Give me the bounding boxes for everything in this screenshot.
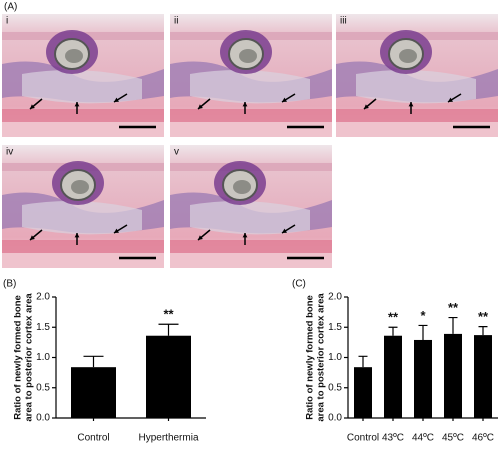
significance-marker: ** xyxy=(448,300,459,315)
panel-label: (A) xyxy=(4,2,17,13)
arrow-head xyxy=(114,97,119,102)
panel-numeral: iv xyxy=(6,147,13,158)
y-tick-label: 0.0 xyxy=(36,413,50,424)
error-bar xyxy=(358,355,368,368)
arrow-head xyxy=(114,228,119,233)
error-bar xyxy=(478,326,488,336)
arrow-head xyxy=(74,233,80,238)
muscle xyxy=(170,253,332,268)
micrograph: ii xyxy=(170,14,332,137)
y-tick-label: 0.5 xyxy=(36,382,50,393)
y-tick-label: 1.0 xyxy=(36,352,50,363)
arrow-head xyxy=(242,102,248,107)
cortex xyxy=(2,109,164,122)
panel-numeral: iii xyxy=(340,16,347,27)
new-bone xyxy=(190,70,310,104)
new-bone xyxy=(190,201,310,235)
micrograph: i xyxy=(2,14,164,137)
y-tick-label: 1.5 xyxy=(328,322,342,333)
new-bone xyxy=(22,70,142,104)
error-bar xyxy=(158,323,179,336)
arrow-head xyxy=(364,104,369,109)
cortex xyxy=(2,240,164,253)
arrow-head xyxy=(282,97,287,102)
significance-marker: ** xyxy=(163,307,174,322)
panel-numeral: v xyxy=(174,147,179,158)
implant-core xyxy=(71,180,89,194)
new-bone xyxy=(356,70,476,104)
x-tick-label: Control xyxy=(347,433,379,444)
muscle xyxy=(170,122,332,137)
y-axis-label: area to posterior cortex area xyxy=(24,293,35,422)
y-tick-label: 0.0 xyxy=(328,413,342,424)
muscle xyxy=(2,122,164,137)
x-tick-label: 46ºC xyxy=(472,433,494,444)
y-axis-label: Ratio of newly formed bone xyxy=(13,295,24,420)
y-tick-label: 2.0 xyxy=(328,292,342,303)
panel-numeral: i xyxy=(6,16,8,27)
significance-marker: ** xyxy=(478,309,489,324)
implant-core xyxy=(65,49,83,63)
cortex xyxy=(336,109,498,122)
implant-core xyxy=(233,180,251,194)
bar xyxy=(354,367,372,418)
y-axis-label: Ratio of newly formed bone xyxy=(305,295,316,420)
panel-numeral: ii xyxy=(174,16,178,27)
arrow-head xyxy=(408,102,414,107)
error-bar xyxy=(418,324,428,340)
bar xyxy=(146,335,191,418)
bar xyxy=(384,335,402,418)
muscle xyxy=(2,253,164,268)
y-tick-label: 0.5 xyxy=(328,382,342,393)
bar xyxy=(414,339,432,418)
x-tick-label: 43ºC xyxy=(382,433,404,444)
arrow-head xyxy=(30,235,35,240)
panel-label: (C) xyxy=(292,279,306,290)
micrograph: iii xyxy=(336,14,498,137)
cortex xyxy=(170,240,332,253)
error-bar xyxy=(388,326,398,336)
arrow-head xyxy=(242,233,248,238)
error-bar xyxy=(83,355,104,368)
x-tick-label: 44ºC xyxy=(412,433,434,444)
cortex xyxy=(170,109,332,122)
y-axis-label: area to posterior cortex area xyxy=(316,293,327,422)
arrow-head xyxy=(448,97,453,102)
bar xyxy=(474,335,492,418)
micrograph: v xyxy=(170,145,332,268)
significance-marker: * xyxy=(420,308,426,323)
arrow-head xyxy=(74,102,80,107)
y-tick-label: 2.0 xyxy=(36,292,50,303)
significance-marker: ** xyxy=(388,310,399,325)
error-bar xyxy=(448,316,458,334)
x-tick-label: Hyperthermia xyxy=(138,433,198,444)
muscle xyxy=(336,122,498,137)
x-tick-label: 45ºC xyxy=(442,433,464,444)
implant-core xyxy=(239,49,257,63)
micrograph: iv xyxy=(2,145,164,268)
bar xyxy=(71,367,116,418)
y-tick-label: 1.5 xyxy=(36,322,50,333)
new-bone xyxy=(22,201,142,235)
x-tick-label: Control xyxy=(77,433,109,444)
panel-label: (B) xyxy=(3,279,16,290)
arrow-head xyxy=(282,228,287,233)
arrow-head xyxy=(198,104,203,109)
y-tick-label: 1.0 xyxy=(328,352,342,363)
arrow-head xyxy=(30,104,35,109)
implant-core xyxy=(399,49,417,63)
arrow-head xyxy=(198,235,203,240)
bar xyxy=(444,333,462,418)
